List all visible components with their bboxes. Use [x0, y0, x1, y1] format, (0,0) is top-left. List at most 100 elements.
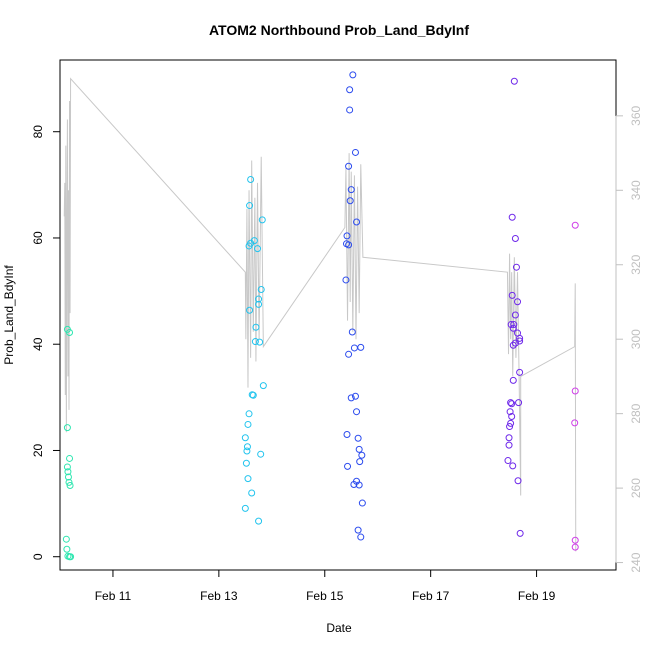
data-point	[244, 475, 252, 483]
data-point	[345, 350, 353, 358]
data-point	[67, 553, 75, 561]
data-point	[241, 434, 249, 442]
data-point	[64, 473, 72, 481]
secondary-y-axis: 240 260 280 300 320 340 360	[615, 106, 643, 573]
data-point	[511, 235, 519, 242]
data-point	[248, 489, 256, 497]
data-point	[512, 263, 520, 271]
data-point	[64, 468, 72, 476]
data-point	[348, 328, 356, 336]
data-point	[65, 478, 73, 486]
data-point	[504, 457, 512, 465]
data-point	[351, 148, 359, 156]
data-point	[247, 176, 255, 184]
data-point	[351, 392, 359, 400]
data-point	[509, 376, 517, 384]
data-point	[63, 545, 71, 553]
data-point	[259, 382, 267, 390]
data-point	[354, 434, 362, 442]
data-point	[346, 86, 354, 94]
x-tick-label: Feb 17	[412, 589, 450, 603]
chart-title: ATOM2 Northbound Prob_Land_BdyInf	[209, 22, 469, 38]
secondary-line-path	[63, 77, 577, 552]
data-point	[571, 419, 579, 427]
secondary-y-tick-label: 340	[629, 180, 643, 200]
x-tick-label: Feb 15	[306, 589, 344, 603]
data-point	[66, 329, 74, 337]
data-point	[511, 311, 519, 319]
data-point	[357, 343, 365, 351]
data-point	[258, 216, 266, 224]
data-point	[252, 323, 260, 331]
data-point	[571, 536, 579, 544]
data-point	[353, 408, 361, 416]
data-point	[505, 434, 513, 442]
x-tick-label: Feb 13	[200, 589, 238, 603]
y-tick-label: 80	[31, 125, 45, 139]
data-point	[516, 368, 524, 376]
x-tick-label: Feb 11	[95, 589, 132, 603]
data-point	[343, 431, 351, 439]
data-point	[508, 400, 516, 408]
data-point	[241, 504, 249, 512]
data-point	[254, 245, 262, 253]
secondary-y-tick-label: 260	[629, 478, 643, 498]
data-point	[244, 420, 252, 428]
x-axis-label: Date	[326, 621, 352, 635]
data-point	[346, 106, 354, 114]
data-point	[345, 241, 353, 249]
y-axis: 0 20 40 60 80	[31, 125, 61, 560]
data-point	[358, 499, 366, 507]
scatter-points	[62, 71, 579, 561]
data-point	[509, 324, 517, 332]
secondary-y-tick-label: 280	[629, 403, 643, 423]
data-point	[242, 459, 250, 467]
data-point	[353, 218, 361, 226]
data-point	[245, 410, 253, 418]
x-tick-label: Feb 19	[518, 589, 556, 603]
data-point	[255, 300, 263, 308]
y-axis-label: Prob_Land_BdyInf	[2, 265, 16, 365]
data-point	[345, 162, 353, 170]
data-point	[346, 197, 354, 205]
data-point	[246, 306, 254, 314]
plot-box	[59, 59, 617, 571]
data-point	[347, 394, 355, 402]
data-point	[571, 543, 579, 551]
data-point	[255, 295, 263, 303]
data-point	[516, 337, 524, 345]
data-point	[257, 450, 265, 458]
data-point	[510, 77, 518, 85]
y-tick-label: 40	[31, 337, 45, 351]
data-point	[355, 445, 363, 453]
data-point	[249, 391, 257, 399]
data-point	[63, 463, 71, 471]
data-point	[516, 529, 524, 537]
secondary-y-tick-label: 320	[629, 254, 643, 274]
secondary-y-tick-label: 240	[629, 552, 643, 572]
data-point	[243, 443, 251, 451]
data-point	[507, 419, 515, 427]
data-point	[507, 399, 515, 407]
data-point	[355, 481, 363, 489]
data-point	[344, 462, 352, 470]
data-point	[510, 321, 518, 329]
data-point	[514, 477, 522, 485]
secondary-series-line	[63, 77, 577, 552]
data-point	[251, 338, 259, 346]
data-point	[516, 334, 524, 342]
data-point	[243, 447, 251, 455]
data-point	[62, 535, 70, 543]
data-point	[357, 533, 365, 541]
data-point	[250, 237, 258, 245]
data-point	[354, 526, 362, 534]
data-point	[342, 276, 350, 284]
y-tick-label: 20	[31, 443, 45, 457]
y-tick-label: 60	[31, 231, 45, 245]
data-point	[571, 221, 579, 229]
data-point	[63, 424, 71, 432]
data-point	[515, 399, 523, 407]
secondary-y-tick-label: 360	[629, 106, 643, 126]
data-point	[343, 232, 351, 240]
data-point	[358, 451, 366, 459]
